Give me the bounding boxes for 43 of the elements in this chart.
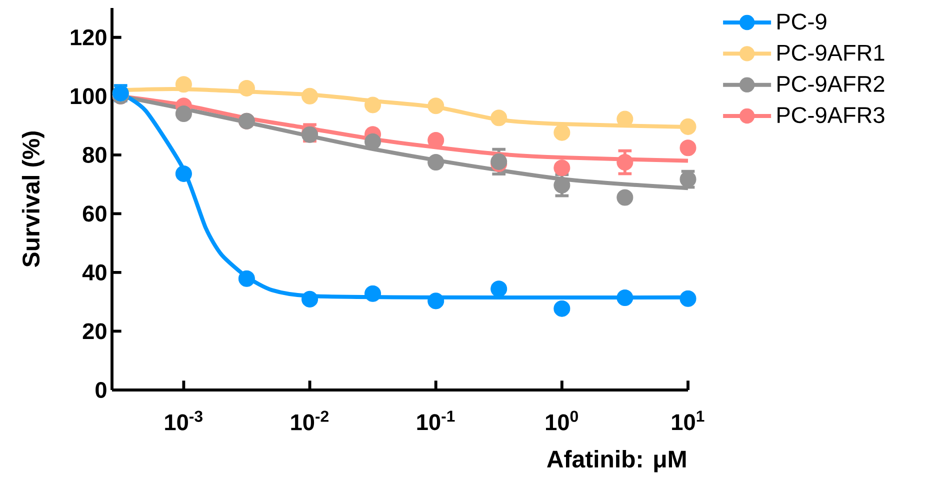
point [680,118,696,135]
point [428,98,444,114]
legend-label: PC-9AFR2 [778,76,884,92]
x-tick-label: 10$^{0}$ [546,410,578,430]
point [490,280,508,298]
point [554,300,570,317]
point [238,270,255,287]
point [554,176,570,194]
point [175,165,192,182]
legend-label: PC-9AFR3 [778,107,884,124]
y-tick-label: 60 [82,206,106,222]
point [490,110,508,126]
point [616,289,634,306]
legend-label: PC-9AFR1 [778,44,884,61]
x-tick-label: 10$^{1}$ [672,410,704,430]
point [175,76,192,93]
y-tick-label: 100 [70,88,106,104]
x-axis-title: Afatinib: μM [547,450,686,472]
point [302,88,318,104]
point [680,290,696,307]
point [680,140,696,156]
point [302,290,318,308]
point [175,106,192,122]
point [364,285,382,302]
point [554,160,570,176]
point [364,133,382,150]
y-tick-label: 0 [96,382,106,398]
y-tick-label: 80 [82,146,106,163]
point [616,154,634,171]
y-tick-label: 40 [82,264,106,280]
point [616,189,634,206]
y-axis-title: Survival (%) [22,132,44,267]
point [238,80,255,96]
y-tick-label: 120 [70,29,106,46]
x-tick-label: 10$^{-2}$ [291,410,328,430]
y-tick-label: 20 [82,323,106,340]
x-tick-label: 10$^{-3}$ [165,410,202,430]
point [428,292,444,310]
point [364,96,382,114]
x-tick-label: 10$^{-1}$ [417,410,455,430]
point [554,124,570,141]
point [428,154,444,171]
legend-label: PC-9 [778,14,826,30]
